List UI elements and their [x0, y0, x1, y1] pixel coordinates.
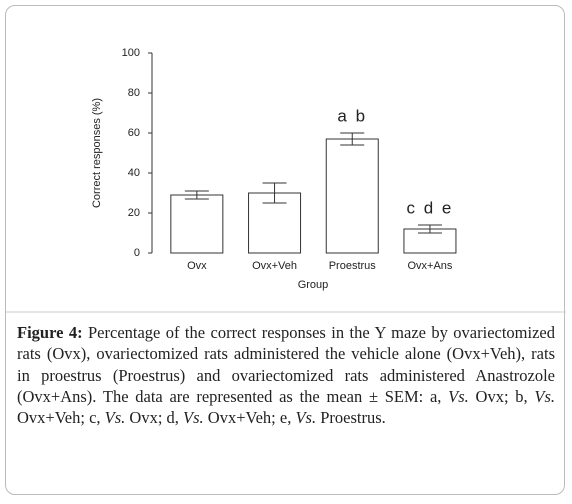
y-tick-label: 80 [128, 87, 140, 99]
x-tick-label: Ovx+Veh [252, 260, 297, 272]
caption-text: Vs. [295, 408, 317, 428]
bar [170, 194, 224, 254]
caption-text: Ovx; b, [468, 386, 535, 406]
caption-text: Vs. [183, 408, 204, 428]
y-tick-label: 0 [134, 247, 140, 259]
y-tick-label: 40 [128, 167, 140, 179]
y-tick-label: 60 [128, 127, 140, 139]
caption-text: Vs. [448, 386, 469, 406]
caption-text: Vs. [534, 386, 555, 406]
caption-text: Ovx+Veh; c, [17, 408, 105, 428]
caption-text: Proestrus. [316, 408, 386, 428]
figure-frame [5, 5, 565, 495]
bar [325, 138, 379, 254]
caption-text: Ovx+Veh; e, [203, 408, 296, 428]
caption-label: Figure 4: [17, 323, 83, 342]
y-tick-label: 100 [122, 47, 140, 59]
bar [403, 228, 457, 254]
x-axis-label: Group [298, 279, 329, 291]
y-axis-label: Correct responses (%) [91, 98, 103, 208]
caption-text: Percentage of the correct responses in t… [17, 323, 555, 406]
x-tick-label: Proestrus [329, 260, 377, 272]
annotation: a b [337, 106, 367, 125]
caption-text: Vs. [104, 408, 126, 428]
x-tick-label: Ovx [187, 260, 207, 272]
annotation: c d e [407, 198, 454, 217]
caption-text: Ovx; d, [125, 408, 184, 428]
x-tick-label: Ovx+Ans [407, 260, 452, 272]
caption: Figure 4: Percentage of the correct resp… [17, 322, 555, 428]
y-tick-label: 20 [128, 207, 140, 219]
chart: Correct responses (%) Group 0 20 40 60 80 100… [6, 47, 566, 313]
